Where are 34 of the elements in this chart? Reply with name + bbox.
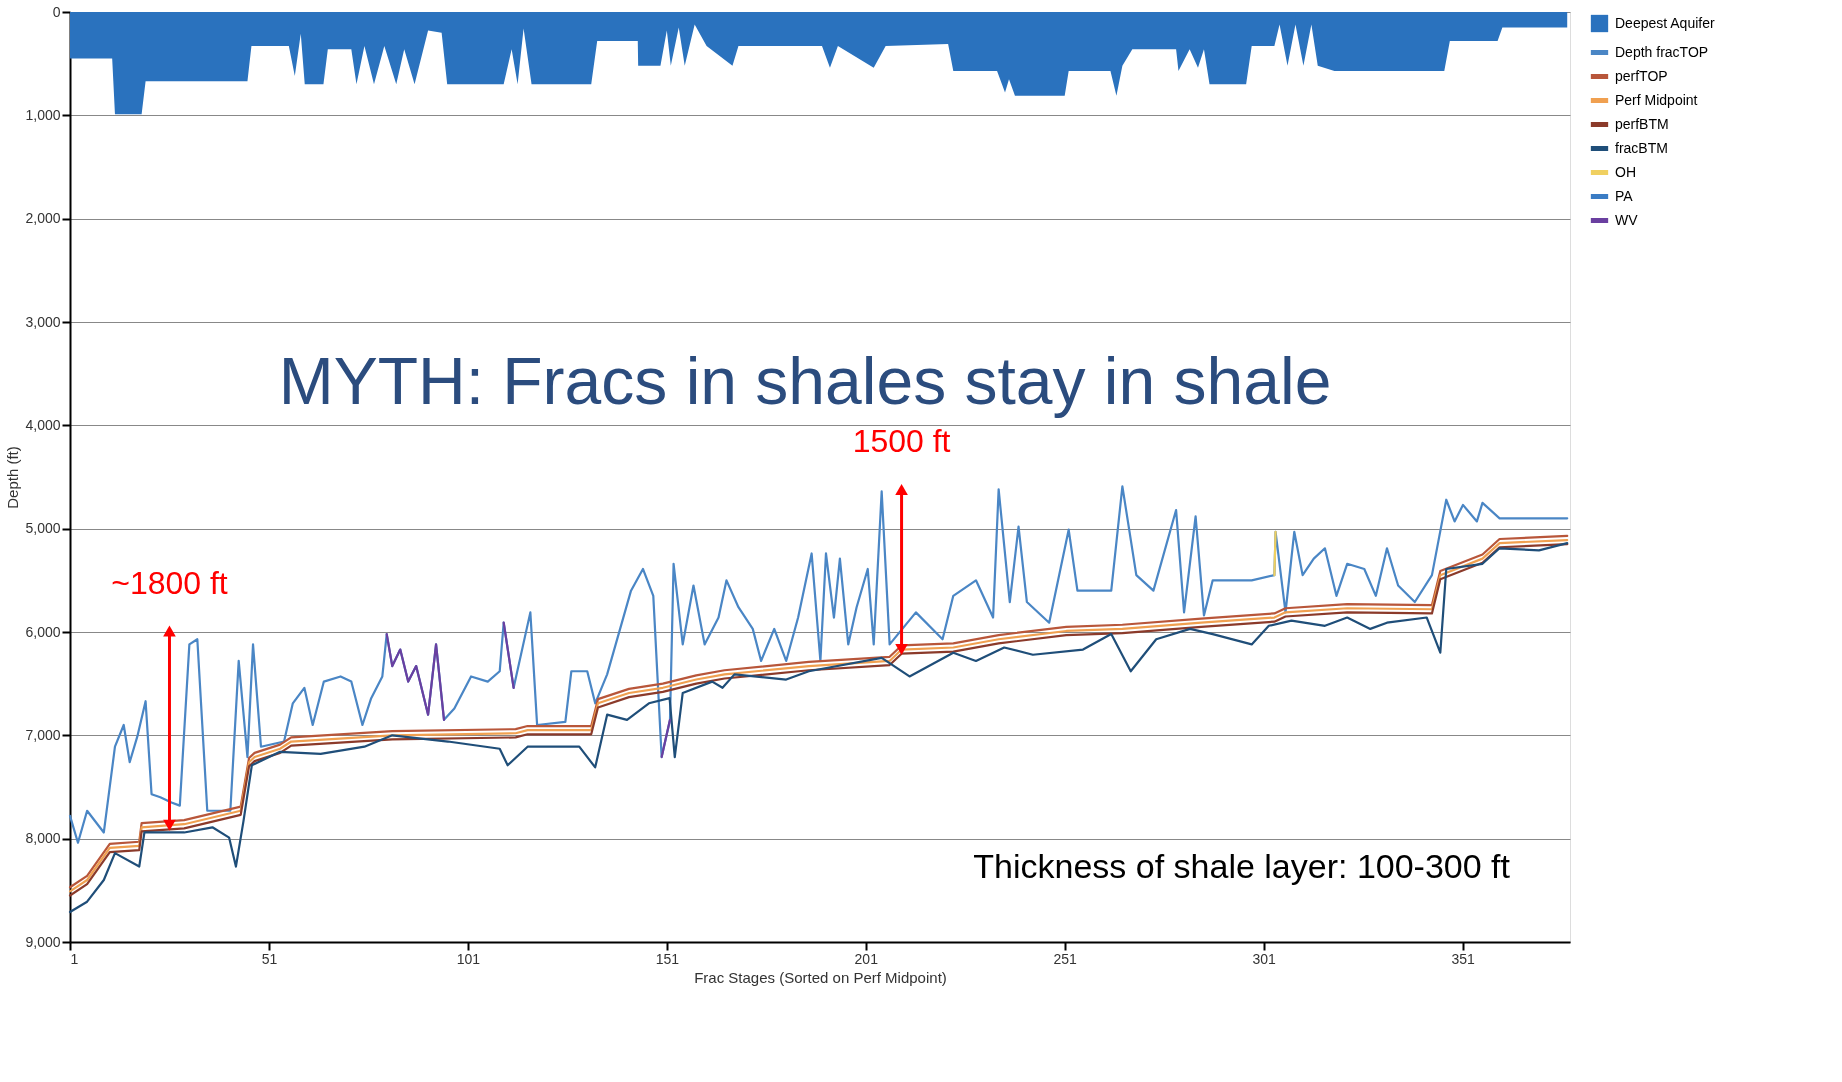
y-tick-label: 2,000 — [25, 210, 61, 227]
x-tick-label: 351 — [1451, 950, 1475, 967]
annotation: 1500 ft — [852, 423, 951, 460]
legend-label: WV — [1615, 211, 1639, 228]
legend-label: Depth fracTOP — [1615, 43, 1709, 60]
legend-label: perfTOP — [1615, 67, 1668, 84]
y-tick-label: 8,000 — [25, 830, 61, 847]
annotation: Thickness of shale layer: 100-300 ft — [973, 846, 1511, 885]
x-axis-title: Frac Stages (Sorted on Perf Midpoint) — [694, 968, 947, 986]
legend-label: Deepest Aquifer — [1615, 14, 1715, 31]
y-tick-label: 3,000 — [25, 313, 61, 330]
x-tick-label: 151 — [655, 950, 680, 967]
line-series — [68, 485, 1569, 844]
x-tick-label: 101 — [456, 950, 481, 967]
y-axis-title: Depth (ft) — [4, 446, 22, 509]
x-tick-label: 201 — [854, 950, 879, 967]
text: MYTH: Fracs in shales stay in shale — [278, 344, 1332, 418]
legend-label: perfBTM — [1615, 115, 1669, 132]
y-tick-label: 5,000 — [25, 520, 61, 537]
legend-label: fracBTM — [1615, 139, 1668, 156]
x-tick-label: 301 — [1252, 950, 1277, 967]
y-tick-label: 7,000 — [25, 726, 61, 743]
x-tick-label: 51 — [261, 950, 278, 967]
legend-label: OH — [1615, 163, 1636, 180]
y-tick-label: 0 — [52, 3, 61, 20]
annotation: ~1800 ft — [111, 564, 228, 601]
x-tick-label: 1 — [70, 950, 79, 967]
legend-label: Perf Midpoint — [1615, 91, 1698, 108]
y-tick-label: 1,000 — [25, 106, 61, 123]
y-tick-label: 4,000 — [25, 416, 61, 433]
x-tick-label: 251 — [1053, 950, 1078, 967]
legend-label: PA — [1615, 187, 1634, 204]
y-tick-label: 9,000 — [25, 933, 61, 950]
y-tick-label: 6,000 — [25, 623, 61, 640]
